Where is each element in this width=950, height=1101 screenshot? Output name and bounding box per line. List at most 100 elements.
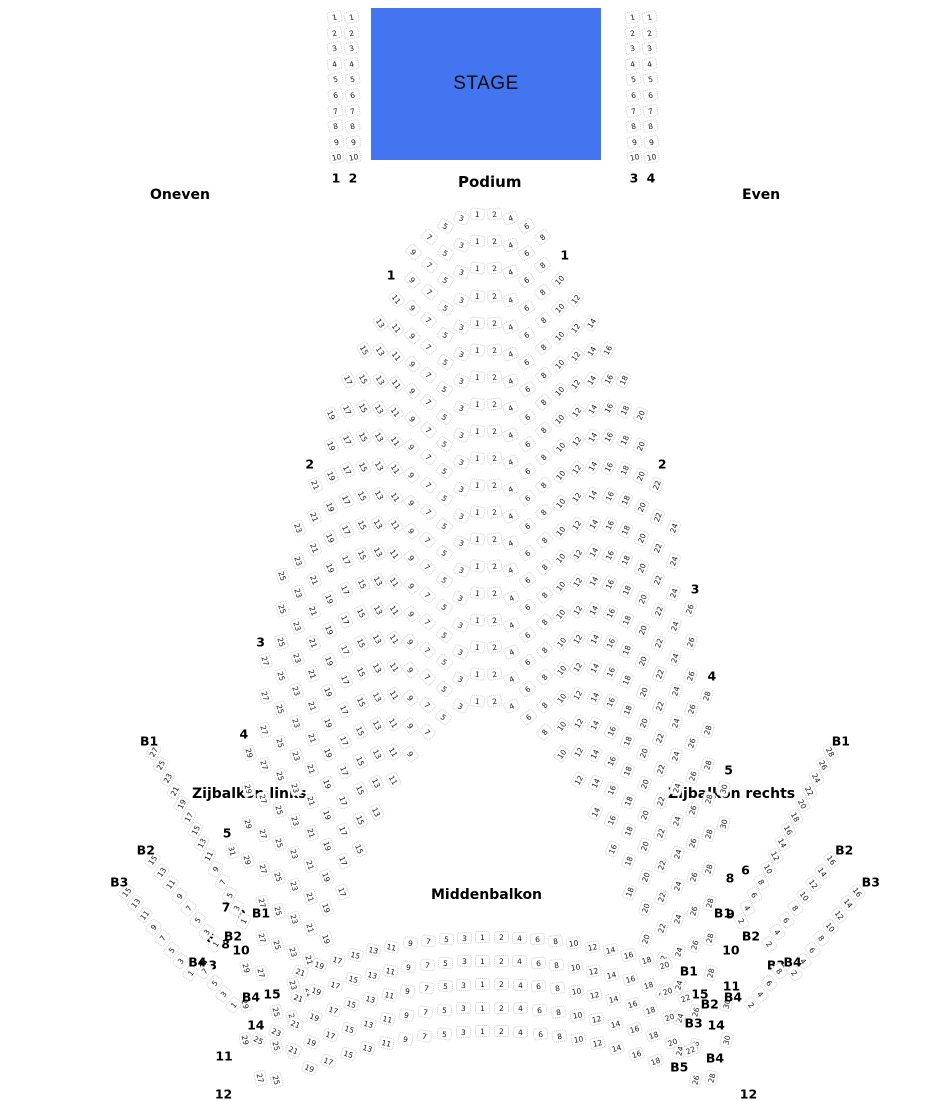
seat-parterre-r14-15[interactable]: 15 [352, 692, 370, 711]
seat-parterre-r9-4[interactable]: 4 [501, 426, 520, 444]
seat-parterre-r2-13[interactable]: 13 [371, 312, 390, 333]
seat-parterre-r15-6[interactable]: 6 [518, 598, 538, 617]
seat-parterre-r19-3[interactable]: 3 [451, 697, 471, 715]
seat-parterre-r3-19[interactable]: 19 [322, 436, 340, 456]
seat-parterre-r15-12[interactable]: 12 [568, 657, 587, 677]
seat-midbalcony-B4-10[interactable]: 10 [568, 1008, 586, 1023]
seat-parterre-r15-17[interactable]: 17 [335, 761, 353, 780]
seat-parterre-r10-23[interactable]: 23 [288, 746, 305, 765]
seat-side-4-10[interactable]: 10 [642, 149, 660, 165]
seat-parterre-r13-3[interactable]: 3 [451, 534, 471, 552]
seat-parterre-r2-8[interactable]: 8 [533, 255, 553, 275]
seat-midbalcony-B4-11[interactable]: 11 [379, 1011, 397, 1027]
seat-parterre-r16-22[interactable]: 22 [653, 887, 670, 906]
seat-midbalcony-B5-9[interactable]: 9 [397, 1031, 415, 1047]
seat-parterre-r5-2[interactable]: 2 [485, 315, 503, 330]
seat-parterre-r13-22[interactable]: 22 [652, 792, 669, 811]
seat-midbalcony-B1-1[interactable]: 1 [475, 930, 491, 944]
seat-parterre-r15-21[interactable]: 21 [302, 855, 319, 874]
seat-parterre-r3-13[interactable]: 13 [371, 341, 390, 361]
seat-midbalcony-B4-9[interactable]: 9 [398, 1008, 416, 1023]
seat-parterre-r8-19[interactable]: 19 [321, 590, 339, 609]
seat-parterre-r7-17[interactable]: 17 [337, 520, 356, 540]
seat-parterre-r14-10[interactable]: 10 [551, 604, 571, 624]
seat-parterre-r9-5[interactable]: 5 [435, 434, 455, 454]
seat-parterre-r3-10[interactable]: 10 [549, 298, 569, 318]
seat-parterre-r7-20[interactable]: 20 [633, 559, 651, 578]
seat-parterre-r18-12[interactable]: 12 [569, 742, 588, 762]
seat-parterre-r10-21[interactable]: 21 [304, 696, 321, 716]
seat-parterre-r7-21[interactable]: 21 [305, 602, 322, 621]
seat-parterre-r6-1[interactable]: 1 [469, 342, 487, 357]
seat-parterre-r11-7[interactable]: 7 [418, 502, 438, 522]
seat-parterre-r4-11[interactable]: 11 [387, 346, 406, 366]
seat-parterre-r13-17[interactable]: 17 [336, 701, 354, 720]
seat-parterre-r2-9[interactable]: 9 [403, 270, 423, 290]
seat-midbalcony-B1-16[interactable]: 16 [619, 946, 638, 963]
seat-parterre-r16-1[interactable]: 1 [469, 612, 486, 627]
seat-parterre-r5-7[interactable]: 7 [419, 337, 439, 357]
seat-midbalcony-B3-10[interactable]: 10 [567, 984, 585, 999]
seat-parterre-r14-14[interactable]: 14 [585, 658, 604, 678]
seat-parterre-r19-9[interactable]: 9 [401, 744, 420, 764]
seat-parterre-r6-28[interactable]: 28 [699, 721, 715, 740]
seat-parterre-r5-20[interactable]: 20 [632, 497, 650, 517]
seat-side-4-2[interactable]: 2 [640, 25, 658, 41]
seat-parterre-r8-24[interactable]: 24 [667, 681, 684, 700]
seat-parterre-r12-18[interactable]: 18 [618, 671, 636, 690]
seat-parterre-r16-7[interactable]: 7 [417, 640, 437, 660]
seat-parterre-r10-16[interactable]: 16 [601, 574, 619, 594]
seat-parterre-r3-15[interactable]: 15 [355, 369, 373, 389]
seat-parterre-r3-5[interactable]: 5 [435, 271, 455, 290]
seat-parterre-r13-12[interactable]: 12 [568, 600, 587, 620]
seat-parterre-r6-19[interactable]: 19 [322, 528, 339, 547]
seat-parterre-r18-16[interactable]: 16 [603, 810, 621, 829]
seat-parterre-r11-4[interactable]: 4 [501, 480, 521, 498]
seat-parterre-r13-18[interactable]: 18 [618, 701, 636, 720]
seat-parterre-r10-5[interactable]: 5 [435, 461, 455, 481]
seat-side-4-8[interactable]: 8 [642, 118, 660, 134]
seat-parterre-r15-13[interactable]: 13 [368, 687, 387, 706]
seat-parterre-r12-3[interactable]: 3 [451, 507, 471, 525]
seat-parterre-r12-19[interactable]: 19 [320, 713, 337, 732]
seat-parterre-r19-1[interactable]: 1 [469, 693, 486, 708]
seat-parterre-r17-22[interactable]: 22 [654, 919, 670, 938]
seat-parterre-r16-24[interactable]: 24 [670, 943, 687, 961]
seat-parterre-r4-12[interactable]: 12 [566, 346, 585, 366]
seat-parterre-r1-1[interactable]: 1 [469, 207, 487, 222]
seat-parterre-r12-14[interactable]: 14 [584, 600, 603, 620]
seat-parterre-r14-5[interactable]: 5 [434, 570, 454, 590]
seat-parterre-r18-18[interactable]: 18 [620, 852, 638, 871]
seat-parterre-r3-25[interactable]: 25 [274, 566, 291, 585]
seat-parterre-r14-20[interactable]: 20 [636, 775, 653, 794]
seat-parterre-r15-14[interactable]: 14 [585, 687, 604, 706]
seat-parterre-r18-6[interactable]: 6 [518, 679, 538, 699]
seat-parterre-r6-8[interactable]: 8 [533, 365, 553, 385]
seat-side-3-2[interactable]: 2 [623, 25, 641, 41]
seat-parterre-r12-16[interactable]: 16 [601, 633, 620, 653]
seat-parterre-r17-6[interactable]: 6 [518, 652, 538, 672]
seat-parterre-r7-6[interactable]: 6 [517, 380, 537, 399]
seat-midbalcony-B4-5[interactable]: 5 [436, 1003, 453, 1017]
seat-parterre-r7-1[interactable]: 1 [469, 369, 486, 384]
seat-parterre-r13-20[interactable]: 20 [635, 744, 653, 763]
seat-parterre-r17-15[interactable]: 15 [351, 780, 369, 800]
seat-parterre-r2-7[interactable]: 7 [419, 255, 439, 275]
seat-parterre-r14-21[interactable]: 21 [303, 823, 320, 842]
seat-parterre-r15-23[interactable]: 23 [286, 910, 302, 929]
seat-side-2-7[interactable]: 7 [343, 103, 362, 119]
seat-midbalcony-B2-2[interactable]: 2 [493, 954, 509, 967]
seat-parterre-r3-17[interactable]: 17 [339, 400, 357, 420]
seat-parterre-r16-13[interactable]: 13 [368, 715, 387, 735]
seat-parterre-r12-17[interactable]: 17 [336, 671, 354, 690]
seat-parterre-r13-25[interactable]: 25 [270, 902, 287, 920]
seat-parterre-r18-2[interactable]: 2 [486, 666, 503, 681]
seat-side-3-8[interactable]: 8 [625, 118, 643, 134]
seat-parterre-r15-11[interactable]: 11 [385, 657, 404, 677]
seat-midbalcony-B3-15[interactable]: 15 [342, 996, 361, 1013]
seat-parterre-r17-4[interactable]: 4 [501, 643, 521, 661]
seat-parterre-r12-26[interactable]: 26 [685, 868, 702, 887]
seat-parterre-r12-12[interactable]: 12 [568, 572, 587, 592]
seat-midbalcony-B3-1[interactable]: 1 [475, 977, 491, 991]
seat-parterre-r16-4[interactable]: 4 [501, 616, 521, 634]
